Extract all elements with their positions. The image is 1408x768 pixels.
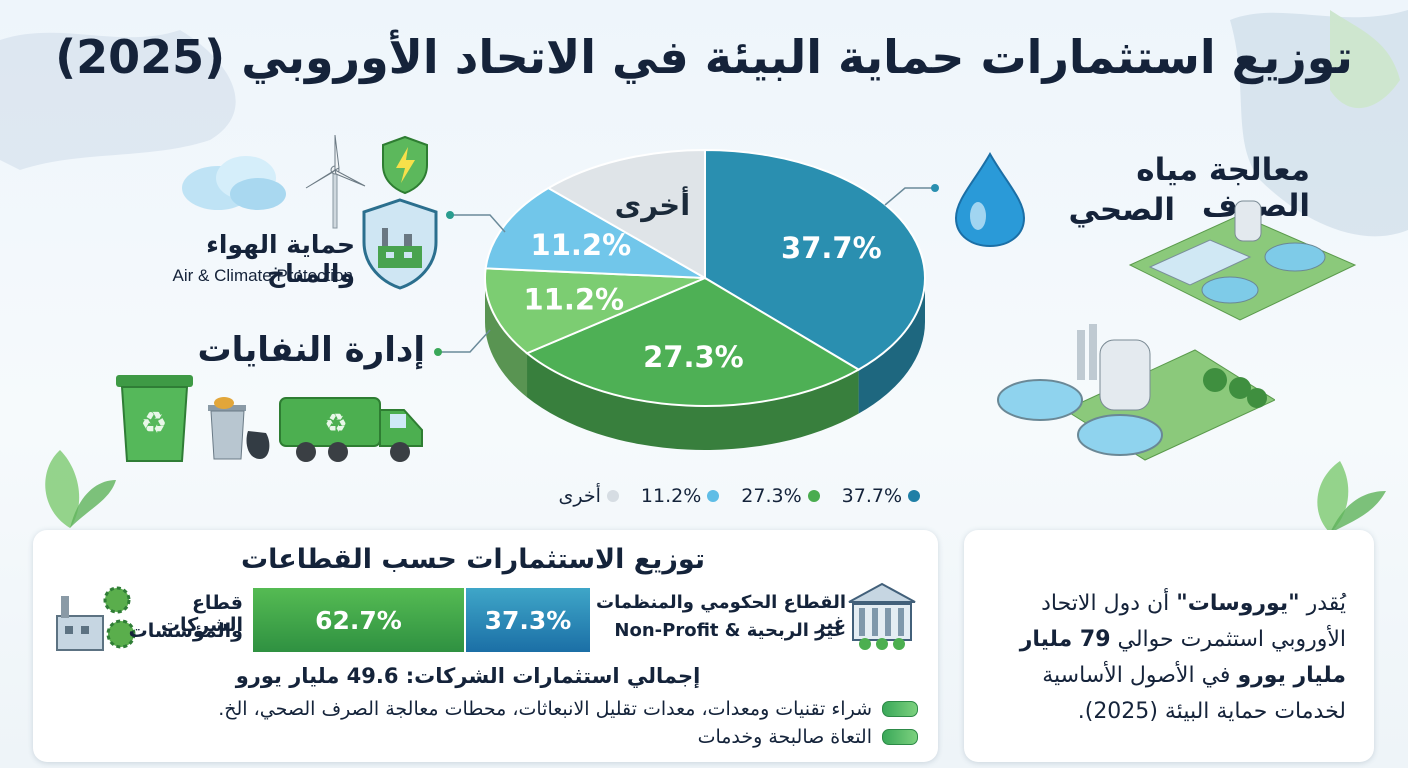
- chart-legend: 37.7% 27.3% 11.2% أخرى: [500, 485, 920, 507]
- svg-text:♻: ♻: [324, 409, 347, 439]
- legend-swatch: [606, 490, 619, 502]
- pie-slice-label: 11.2%: [531, 228, 632, 262]
- government-bar-label: 37.3%: [484, 605, 572, 635]
- energy-shield-icon: [382, 135, 428, 195]
- government-sector-label-line1: القطاع الحكومي والمنظمات غير: [596, 592, 846, 634]
- eurostat-note-card: يُقدر "يوروسات" أن دول الاتحاد الأوروبي …: [964, 530, 1374, 762]
- corporate-bar-segment: 62.7%: [253, 588, 464, 652]
- legend-item: 11.2%: [640, 485, 720, 507]
- legend-label: 11.2%: [640, 485, 702, 507]
- pie-slice-label: 37.7%: [781, 231, 882, 265]
- factory-shield-icon: [362, 198, 438, 290]
- legend-swatch: [707, 490, 720, 502]
- wind-turbine-icon: [305, 134, 366, 229]
- water-drop-icon: [954, 151, 1026, 248]
- corporate-bar-label: 62.7%: [315, 605, 402, 635]
- legend-swatch: [807, 490, 820, 502]
- legend-swatch: [908, 490, 920, 502]
- waste-category-label: إدارة النفايات: [197, 330, 425, 370]
- pie-slice: [546, 148, 706, 280]
- battery-icon: [882, 701, 918, 717]
- legend-item: 27.3%: [741, 485, 820, 507]
- water-category-label-line1: معالجة مياه الصرف: [1136, 152, 1310, 224]
- water-category-label-line2: الصحي: [1068, 192, 1175, 228]
- sector-split-bar: 62.7% 37.3%: [253, 588, 590, 652]
- corporate-total-line: إجمالي استثمارات الشركات: 49.6 مليار يور…: [235, 664, 701, 688]
- legend-label: أخرى: [558, 485, 601, 507]
- page-title: توزيع استثمارات حماية البيئة في الاتحاد …: [55, 30, 1353, 84]
- list-item: شراء تقنيات ومعدات، معدات تقليل الانبعاث…: [63, 698, 918, 720]
- corporate-sector-label-line2: والمؤسسات: [128, 620, 243, 642]
- recycle-bin-icon: ♻: [116, 375, 193, 462]
- europe-map-background: [0, 10, 1408, 237]
- government-bar-segment: 37.3%: [466, 588, 590, 652]
- air-category-label-ar: حماية الهواء والمناخ: [206, 230, 355, 288]
- note-part: في الأصول الأساسية لخدمات حماية البيئة (…: [1042, 663, 1346, 724]
- leaf-decoration-left-icon: [45, 450, 116, 528]
- sectors-heading: توزيع الاستثمارات حسب القطاعات: [240, 544, 705, 575]
- government-sector-label-line2: غير الربحية & Non-Profit: [614, 620, 846, 641]
- government-building-icon: [848, 582, 916, 650]
- legend-item: 37.7%: [842, 485, 920, 507]
- legend-label: 37.7%: [841, 485, 902, 507]
- pie-slice-side: [485, 278, 528, 398]
- pie-slice-label: 11.2%: [523, 283, 624, 317]
- list-item: التعاة صالبحة وخدمات: [63, 726, 918, 748]
- leaf-decoration-right-icon: [1317, 461, 1386, 533]
- sectors-card: توزيع الاستثمارات حسب القطاعات قطاع الشر…: [33, 530, 938, 762]
- garbage-truck-icon: ♻: [279, 397, 423, 462]
- corporate-sector-label-line1: قطاع الشركات: [160, 592, 243, 636]
- bullet-text: التعاة صالبحة وخدمات: [697, 726, 872, 748]
- bullet-list: شراء تقنيات ومعدات، معدات تقليل الانبعاث…: [63, 698, 918, 748]
- pie-slice-side: [527, 353, 859, 450]
- water-treatment-plant-icon: [1128, 200, 1357, 321]
- treatment-tanks-icon: [997, 324, 1275, 461]
- note-amount: 79 مليار مليار يورو: [1019, 627, 1346, 688]
- bullet-text: شراء تقنيات ومعدات، معدات تقليل الانبعاث…: [218, 698, 872, 720]
- eurostat-note-text: يُقدر "يوروسات" أن دول الاتحاد الأوروبي …: [994, 586, 1346, 730]
- factory-gears-icon: [56, 586, 136, 651]
- pie-slice-label: 27.3%: [643, 340, 744, 374]
- trash-can-icon: [208, 397, 270, 460]
- battery-icon: [882, 729, 918, 745]
- note-part: أن دول الاتحاد الأوروبي استثمرت حوالي: [1041, 591, 1346, 652]
- legend-label: 27.3%: [741, 485, 802, 507]
- pie-slice: [484, 186, 706, 279]
- cloud-icon: [182, 156, 286, 210]
- connector-lines: [434, 184, 939, 356]
- pie-slice: [704, 148, 926, 371]
- pie-slice-label: أخرى: [615, 186, 690, 222]
- note-part: يُقدر: [1299, 591, 1346, 616]
- svg-text:♻: ♻: [141, 406, 168, 441]
- pie-chart: 37.7% 27.3% 11.2% 11.2% أخرى: [484, 148, 926, 450]
- pie-slice: [484, 267, 706, 355]
- note-source: "يوروسات": [1176, 591, 1300, 616]
- air-category-label-en: Air & Climate Protection: [172, 266, 353, 285]
- legend-item: أخرى: [559, 485, 619, 507]
- pie-slice: [525, 276, 861, 407]
